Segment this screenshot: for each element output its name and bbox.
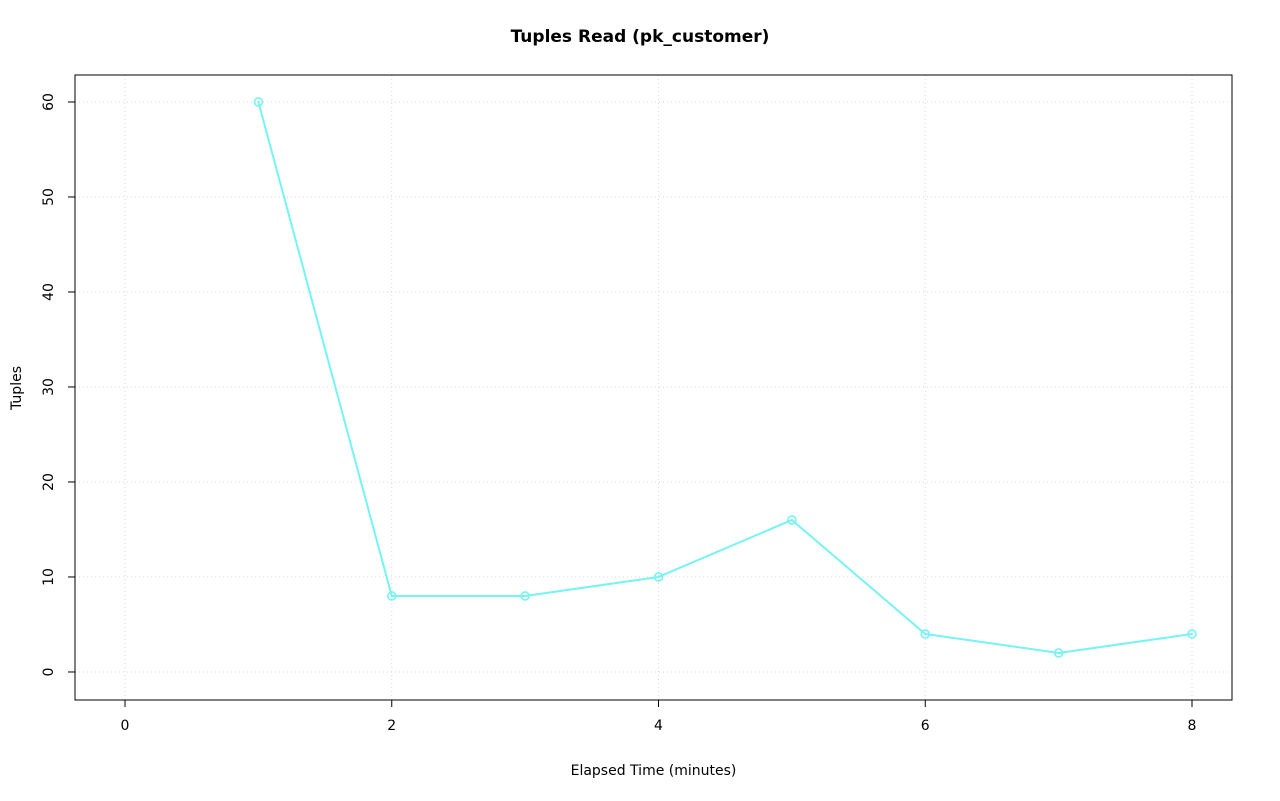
plot-border bbox=[74, 74, 1233, 701]
y-axis-label: Tuples bbox=[9, 366, 25, 410]
data-point-marker bbox=[253, 97, 264, 107]
data-point-marker bbox=[653, 572, 664, 582]
x-tick-label: 6 bbox=[921, 718, 930, 734]
y-tick-label: 40 bbox=[41, 283, 57, 301]
data-point-marker bbox=[920, 629, 931, 639]
y-tick-label: 20 bbox=[41, 473, 57, 491]
x-axis-label: Elapsed Time (minutes) bbox=[570, 763, 737, 779]
y-tick-label: 50 bbox=[41, 188, 57, 206]
x-tick-label: 8 bbox=[1188, 718, 1197, 734]
data-point-marker bbox=[386, 591, 397, 601]
data-point-marker bbox=[787, 515, 797, 525]
y-tick-label: 0 bbox=[41, 668, 57, 677]
data-series-line bbox=[257, 100, 1193, 654]
y-tick-label: 60 bbox=[41, 93, 57, 111]
x-tick-label: 0 bbox=[121, 718, 130, 734]
data-point-marker bbox=[1187, 629, 1197, 639]
x-tick-label: 2 bbox=[387, 718, 396, 734]
chart-title: Tuples Read (pk_customer) bbox=[510, 27, 770, 47]
data-point-marker bbox=[520, 591, 530, 601]
y-tick-label: 30 bbox=[41, 378, 57, 396]
data-point-marker bbox=[1053, 648, 1064, 658]
x-tick-label: 4 bbox=[654, 718, 663, 734]
y-tick-label: 10 bbox=[41, 568, 57, 586]
